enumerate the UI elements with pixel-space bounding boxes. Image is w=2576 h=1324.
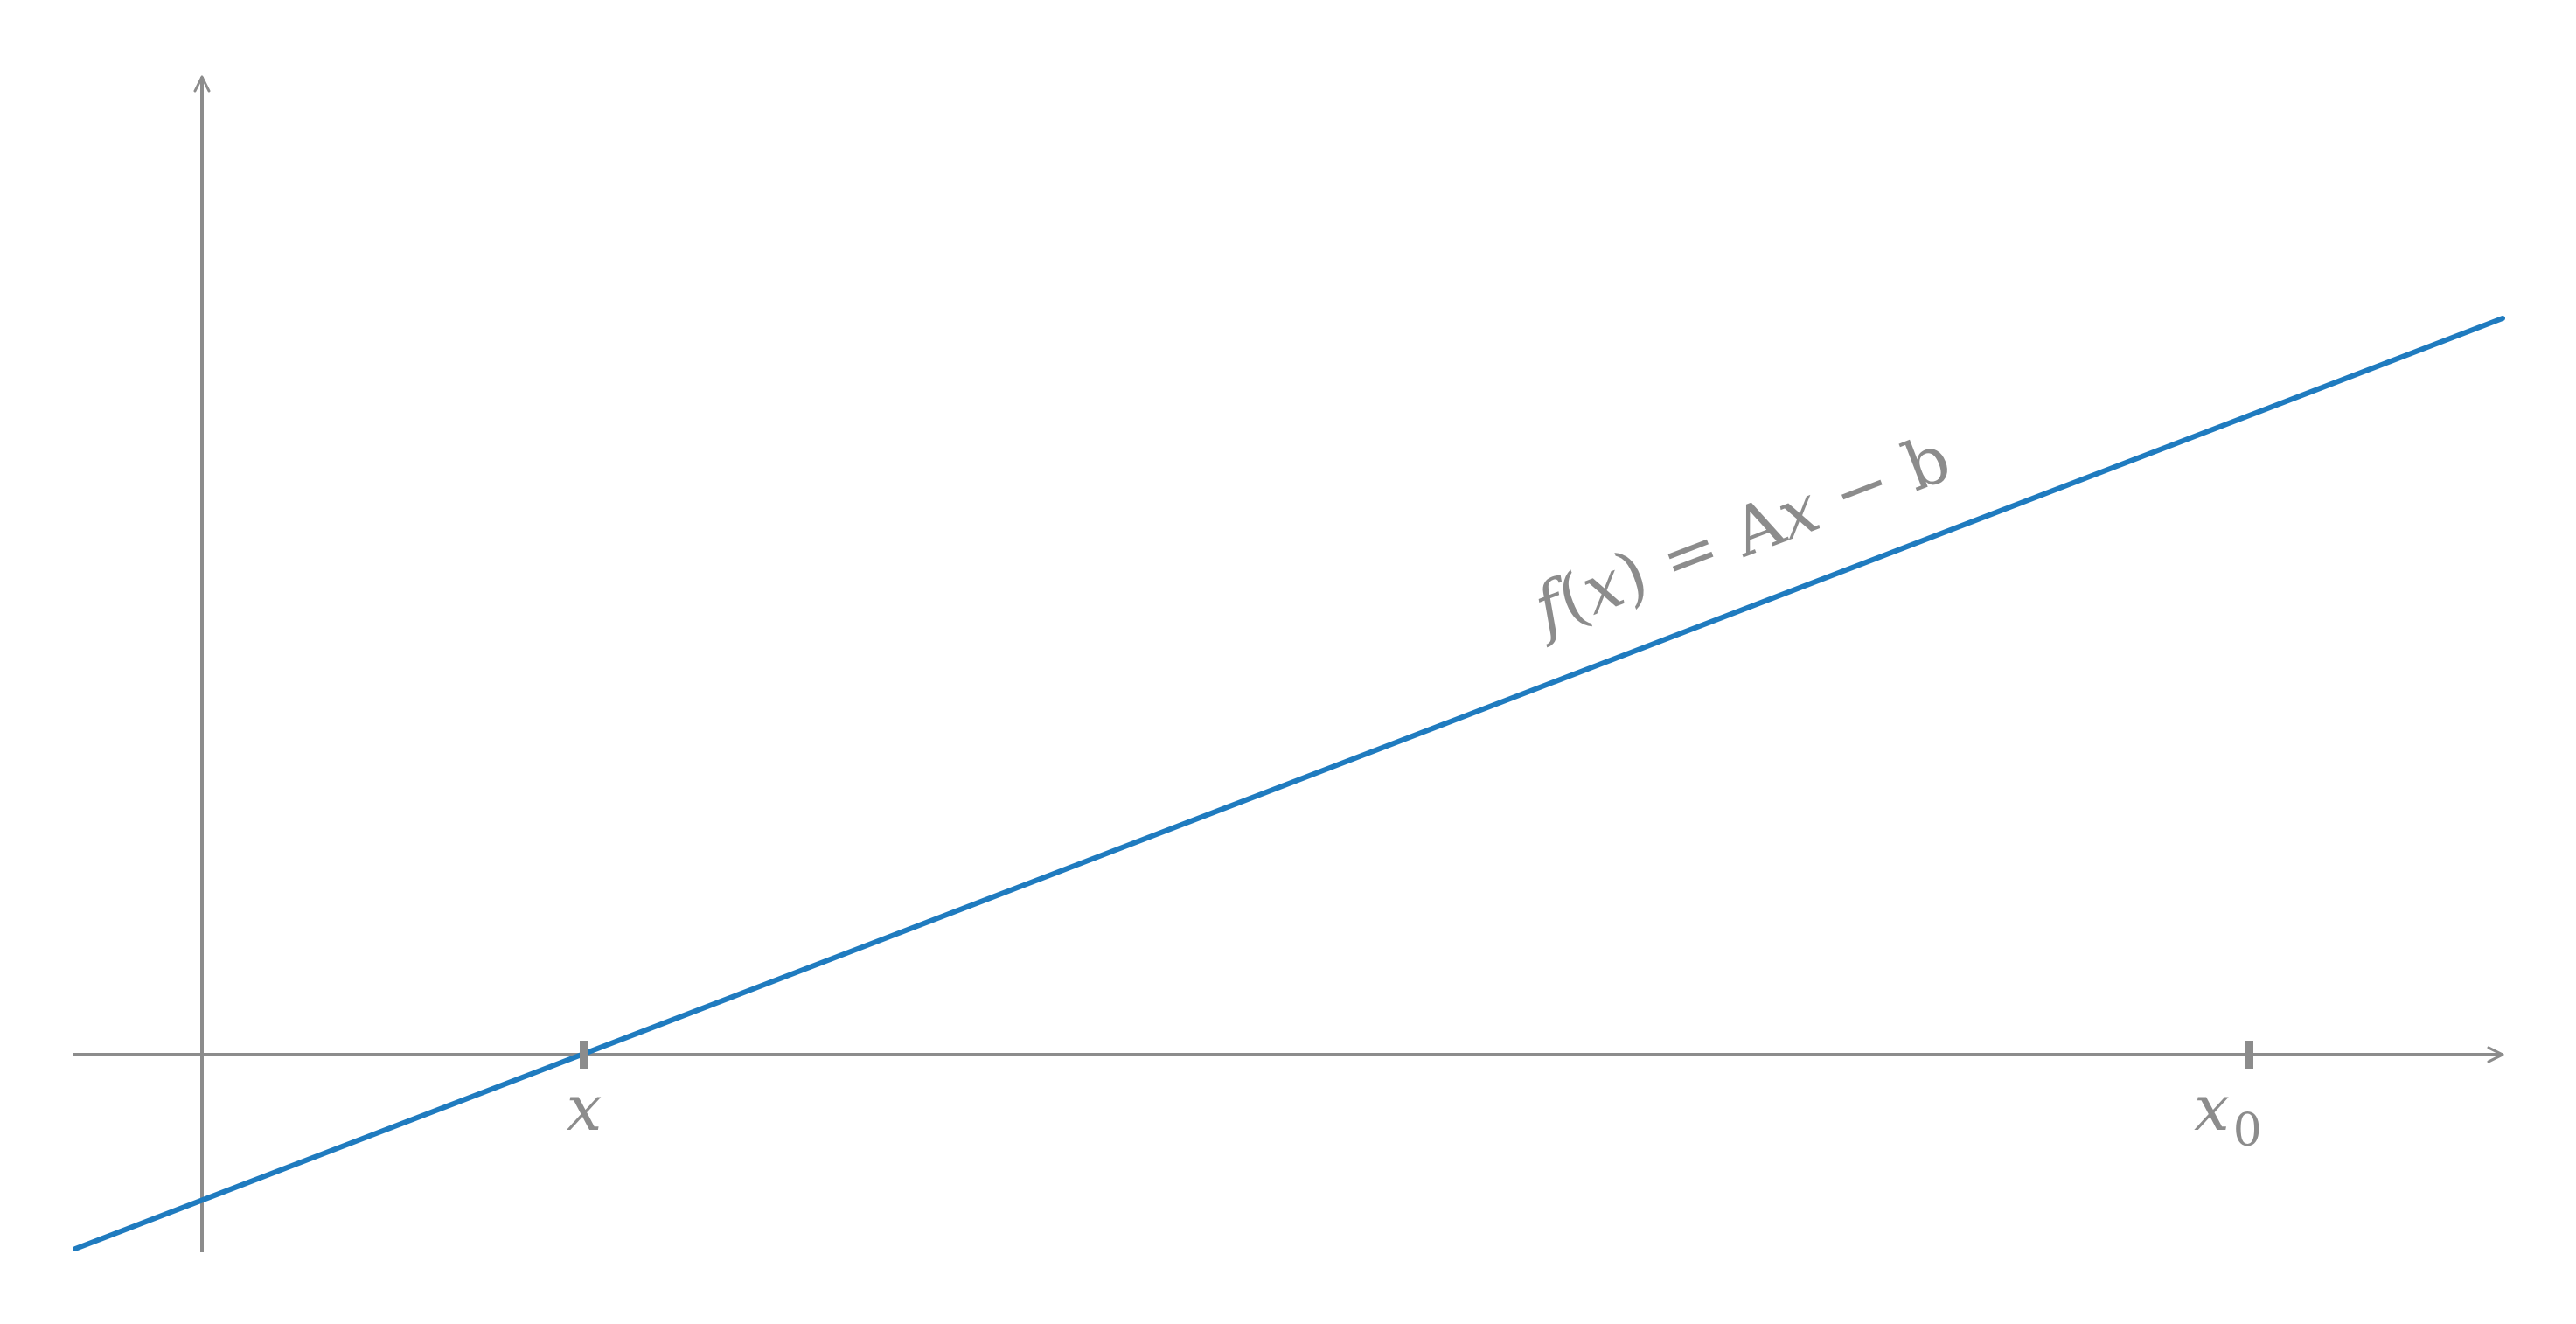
tick-label-x: x bbox=[567, 1071, 602, 1145]
equation-label: f(x) = Ax − b bbox=[1520, 418, 1960, 649]
tick-label-x0: x0 bbox=[2194, 1071, 2262, 1157]
function-line bbox=[73, 316, 2505, 1251]
